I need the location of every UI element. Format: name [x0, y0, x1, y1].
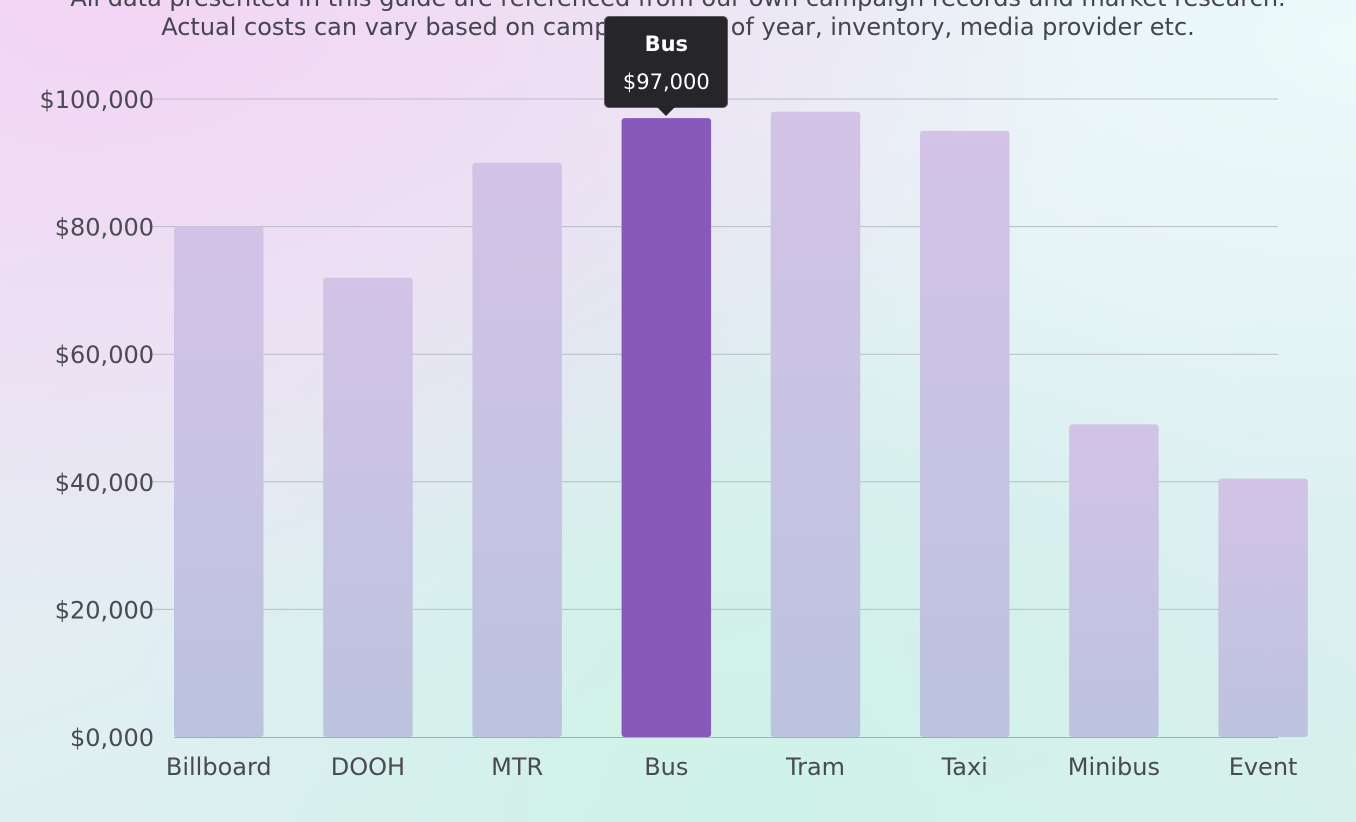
x-tick-label: Bus [644, 753, 688, 781]
bar-minibus[interactable] [1069, 424, 1159, 737]
x-tick-label: Billboard [166, 753, 272, 781]
bar-taxi[interactable] [919, 130, 1010, 737]
y-tick-label: $60,000 [55, 341, 154, 369]
y-tick-label: $40,000 [55, 469, 154, 497]
x-tick-label: Minibus [1068, 753, 1160, 781]
disclaimer-line-1: All data presented in this guide are ref… [0, 0, 1356, 12]
bar-event[interactable] [1218, 478, 1308, 737]
bar-dooh[interactable] [323, 277, 413, 737]
y-tick-label: $100,000 [39, 86, 154, 114]
bar-mtr[interactable] [472, 162, 562, 738]
y-tick-label: $20,000 [55, 596, 154, 624]
tooltip-title: Bus [644, 32, 689, 57]
x-tick-label: MTR [491, 753, 543, 781]
tooltip-value: $97,000 [622, 70, 710, 95]
bar-billboard[interactable] [174, 226, 264, 737]
x-tick-label: Taxi [941, 753, 988, 781]
y-tick-label: $0,000 [70, 724, 154, 752]
x-tick-label: DOOH [331, 753, 405, 781]
x-tick-label: Event [1229, 753, 1298, 781]
x-tick-label: Tram [785, 753, 845, 781]
y-tick-label: $80,000 [55, 214, 154, 242]
bar-bus[interactable] [621, 118, 712, 737]
bar-tram[interactable] [770, 111, 861, 737]
bar-tooltip: Bus $97,000 [604, 16, 729, 117]
